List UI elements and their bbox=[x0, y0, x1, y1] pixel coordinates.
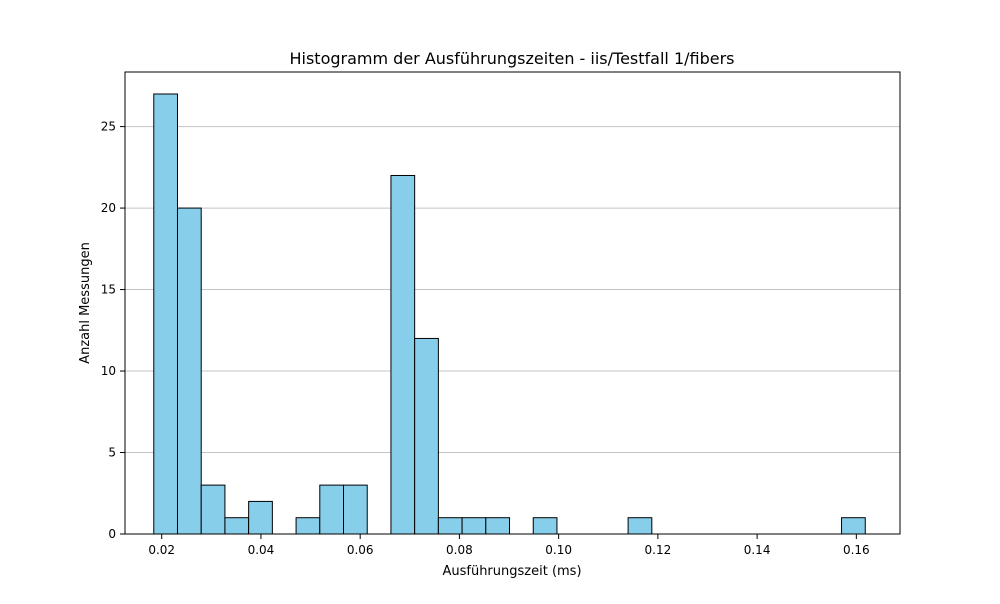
plot-frame bbox=[124, 71, 901, 535]
y-tick-label: 10 bbox=[101, 364, 116, 378]
y-tick-label: 25 bbox=[101, 120, 116, 134]
histogram-bar bbox=[343, 484, 368, 535]
x-tick-label: 0.14 bbox=[744, 543, 771, 557]
y-tick-label: 20 bbox=[101, 201, 116, 215]
x-tick-label: 0.10 bbox=[545, 543, 572, 557]
histogram-bar bbox=[627, 517, 653, 535]
y-tick-label: 5 bbox=[108, 446, 116, 460]
histogram-bar bbox=[295, 517, 321, 535]
x-tick-label: 0.16 bbox=[843, 543, 870, 557]
histogram-bar bbox=[532, 517, 558, 535]
x-axis-ticks: 0.02 0.04 0.06 0.08 0.10 0.12 0.14 0.16 bbox=[148, 534, 870, 557]
histogram-bars bbox=[153, 93, 866, 535]
histogram-bar bbox=[176, 207, 202, 535]
histogram-bar bbox=[248, 500, 273, 535]
histogram-bar bbox=[485, 517, 511, 535]
chart-title: Histogramm der Ausführungszeiten - iis/T… bbox=[289, 49, 734, 68]
histogram-bar bbox=[390, 174, 416, 535]
x-tick-label: 0.04 bbox=[248, 543, 275, 557]
x-tick-label: 0.06 bbox=[347, 543, 374, 557]
histogram-bar bbox=[414, 337, 439, 535]
histogram-bar bbox=[153, 93, 178, 535]
y-tick-label: 0 bbox=[108, 527, 116, 541]
histogram-bar bbox=[200, 484, 226, 535]
y-tick-label: 15 bbox=[101, 283, 116, 297]
x-tick-label: 0.02 bbox=[148, 543, 175, 557]
grid-lines bbox=[125, 126, 900, 454]
histogram-bar bbox=[437, 517, 463, 535]
x-tick-label: 0.08 bbox=[446, 543, 473, 557]
histogram-bar bbox=[461, 517, 487, 535]
histogram-bar bbox=[224, 517, 250, 535]
y-axis-label: Anzahl Messungen bbox=[78, 242, 93, 364]
histogram-bar bbox=[841, 517, 866, 535]
histogram-bar bbox=[319, 484, 345, 535]
y-axis-ticks: 0 5 10 15 20 25 bbox=[101, 120, 125, 541]
x-tick-label: 0.12 bbox=[645, 543, 672, 557]
x-axis-label: Ausführungszeit (ms) bbox=[442, 564, 581, 579]
